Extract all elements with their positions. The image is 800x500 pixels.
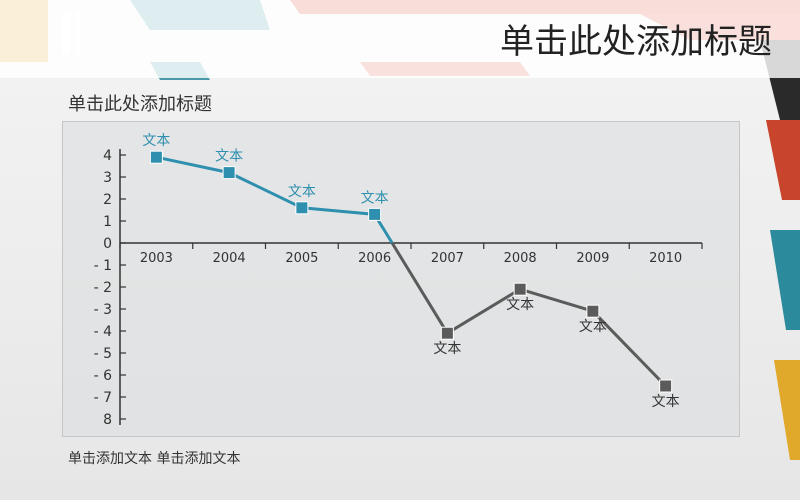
y-tick-label: 2 (103, 192, 112, 208)
y-tick-label: - 7 (94, 390, 112, 406)
teal-stripe-right (770, 230, 800, 330)
data-label: 文本 (579, 319, 607, 335)
data-label: 文本 (361, 190, 389, 206)
data-label: 文本 (142, 133, 170, 149)
series-segment (301, 206, 375, 216)
y-tick-label: - 5 (94, 346, 112, 362)
x-tick-label: 2007 (431, 251, 464, 266)
red-stripe-right (766, 120, 800, 200)
yellow-stripe-right (774, 360, 800, 460)
y-tick-label: - 3 (94, 302, 112, 318)
data-point (149, 150, 163, 164)
chart-heading[interactable]: 单击此处添加标题 (68, 94, 212, 115)
x-tick-label: 2005 (285, 251, 318, 266)
y-tick-label: 8 (103, 412, 112, 428)
series-segment (156, 155, 230, 175)
x-tick-label: 2009 (576, 251, 609, 266)
series-segment (446, 287, 521, 335)
data-label: 文本 (433, 341, 461, 357)
data-label: 文本 (215, 149, 243, 165)
series-segment (519, 287, 594, 313)
x-tick-label: 2010 (649, 251, 682, 266)
series-segment (591, 310, 667, 388)
x-tick-label: 2004 (213, 251, 246, 266)
y-tick-label: - 1 (94, 258, 112, 274)
x-tick-label: 2003 (140, 251, 173, 266)
data-label: 文本 (288, 184, 316, 200)
y-tick-label: 3 (103, 170, 112, 186)
data-label: 文本 (506, 297, 534, 313)
series-segment (390, 242, 449, 334)
data-point (222, 166, 236, 180)
footer-note[interactable]: 单击添加文本 单击添加文本 (68, 451, 241, 467)
data-point (440, 326, 454, 340)
y-tick-label: - 6 (94, 368, 113, 384)
y-tick-label: - 4 (94, 324, 113, 340)
slide-title[interactable]: 单击此处添加标题 (500, 22, 772, 62)
data-point (659, 379, 673, 393)
y-tick-label: 1 (103, 214, 112, 230)
plot-panel (62, 121, 740, 437)
data-label: 文本 (652, 394, 680, 410)
y-tick-label: 0 (103, 236, 112, 252)
title-band (0, 0, 800, 78)
data-point (295, 201, 309, 215)
y-tick-label: - 2 (94, 280, 112, 296)
series-segment (228, 171, 303, 210)
data-point (586, 304, 600, 318)
title-marker-icon (62, 12, 80, 54)
data-point (368, 207, 382, 221)
x-tick-label: 2006 (358, 251, 391, 266)
x-tick-label: 2008 (504, 251, 537, 266)
y-tick-label: 4 (103, 148, 112, 164)
data-point (513, 282, 527, 296)
